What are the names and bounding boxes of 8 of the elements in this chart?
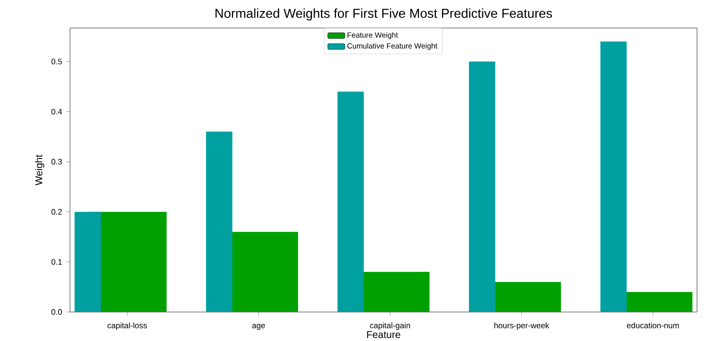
- x-axis-title: Feature: [367, 331, 400, 338]
- bar: [468, 62, 496, 312]
- bar: [74, 212, 101, 312]
- chart-title: Normalized Weights for First Five Most Predictive Features: [216, 8, 552, 20]
- y-axis-title: Weight: [35, 154, 44, 186]
- bar: [600, 42, 627, 312]
- bar: [206, 132, 232, 312]
- bar: [337, 92, 364, 312]
